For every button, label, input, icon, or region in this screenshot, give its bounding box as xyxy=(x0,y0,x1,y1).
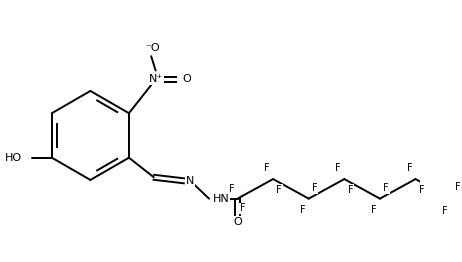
Text: F: F xyxy=(407,163,412,173)
Text: O: O xyxy=(182,74,191,84)
Text: F: F xyxy=(312,183,317,193)
Text: N: N xyxy=(186,176,195,186)
Text: F: F xyxy=(264,163,270,173)
Text: F: F xyxy=(335,163,341,173)
Text: N⁺: N⁺ xyxy=(148,74,163,84)
Text: F: F xyxy=(419,185,424,195)
Text: F: F xyxy=(371,205,377,215)
Text: F: F xyxy=(300,205,305,215)
Text: HO: HO xyxy=(5,153,22,163)
Text: F: F xyxy=(383,183,389,193)
Text: F: F xyxy=(276,185,282,195)
Text: O: O xyxy=(233,217,242,227)
Text: ⁻O: ⁻O xyxy=(145,43,159,53)
Text: F: F xyxy=(229,184,235,194)
Text: F: F xyxy=(240,204,246,214)
Text: F: F xyxy=(455,182,461,192)
Text: HN: HN xyxy=(213,194,229,204)
Text: F: F xyxy=(347,185,353,195)
Text: F: F xyxy=(442,206,447,216)
